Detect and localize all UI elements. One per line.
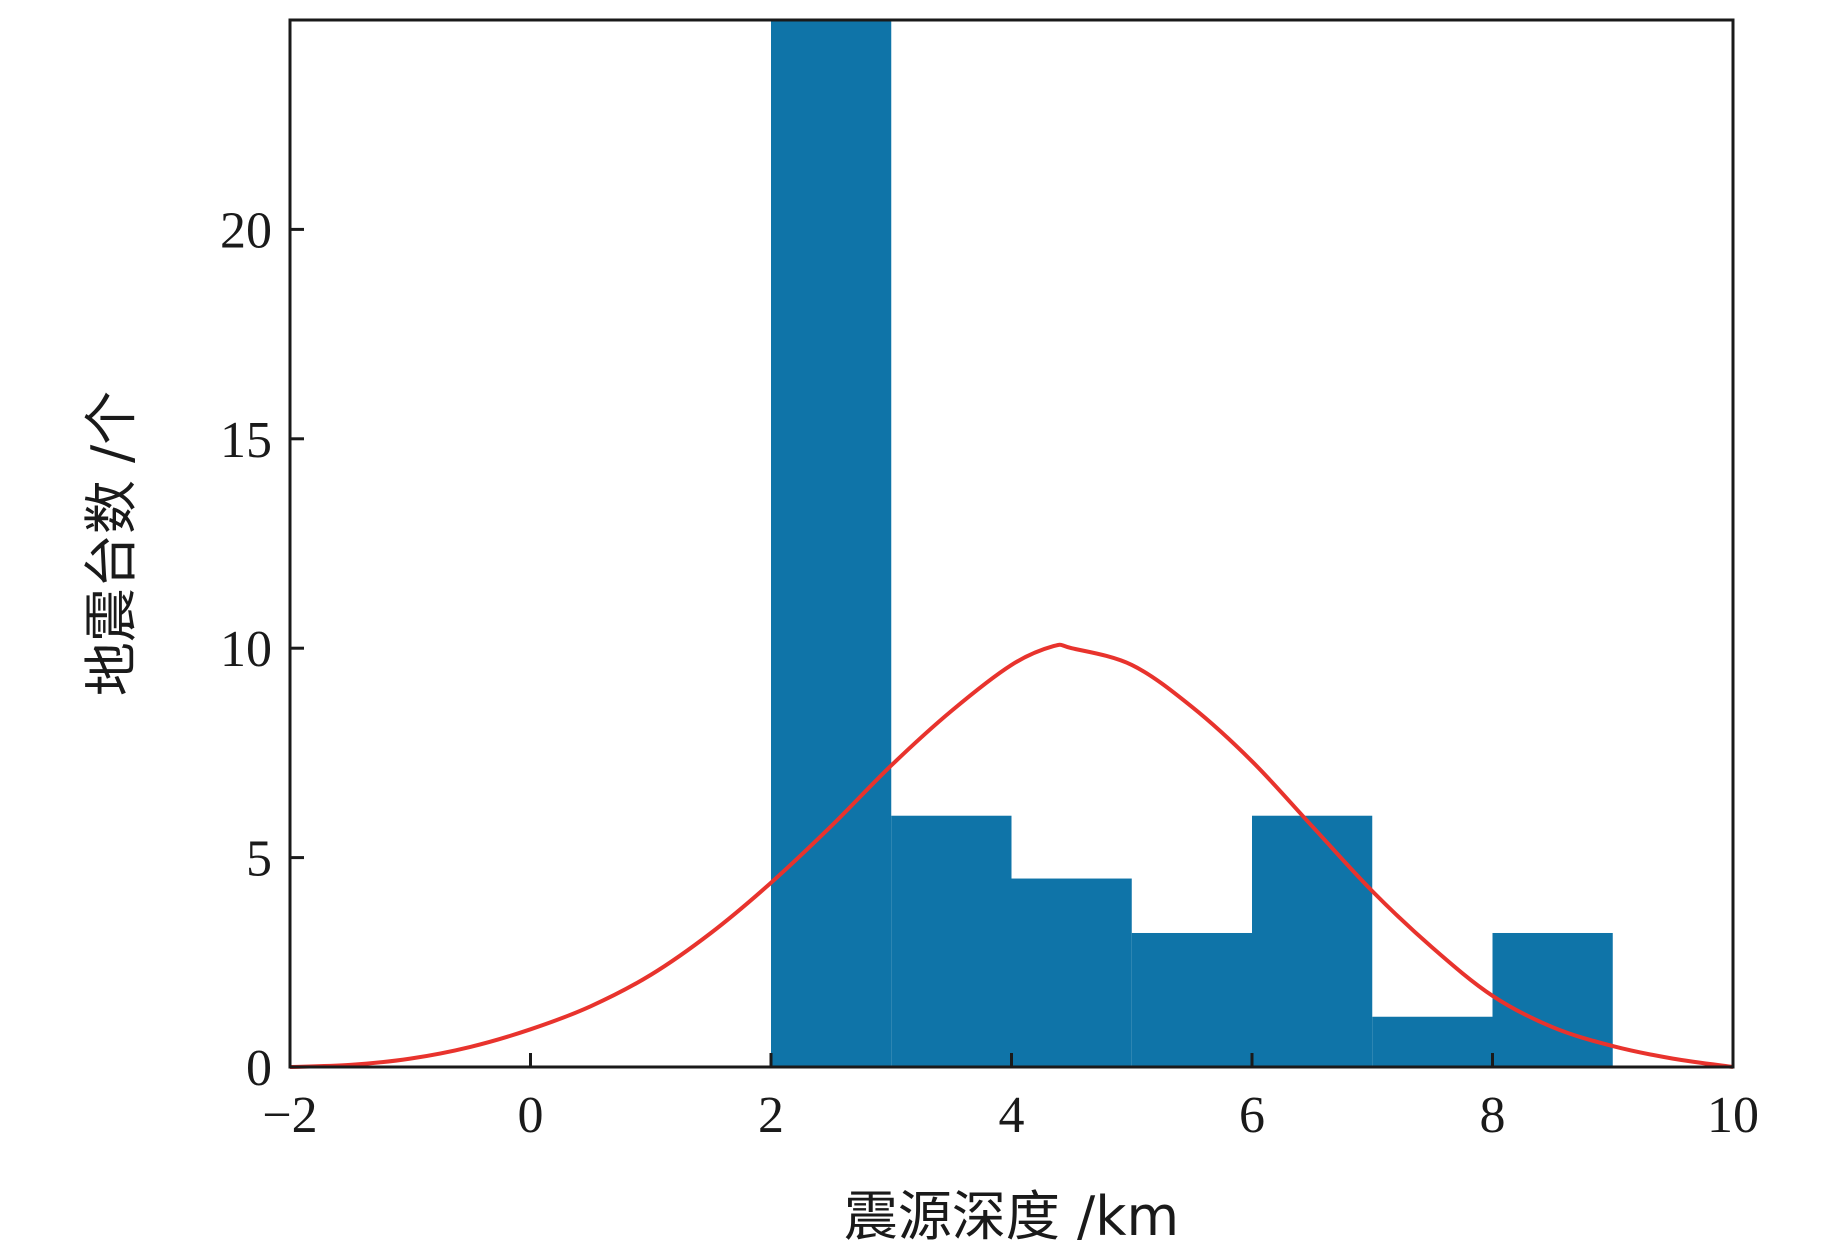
x-tick-label: −2	[262, 1087, 317, 1144]
histogram-bar-0	[771, 20, 892, 1067]
histogram-bar-4	[1252, 815, 1373, 1067]
y-tick-label: 15	[220, 412, 272, 469]
histogram-bars	[771, 20, 1613, 1067]
x-tick-label: 6	[1239, 1087, 1265, 1144]
y-axis-title: 地震台数 /个	[80, 391, 143, 696]
y-tick-label: 5	[246, 831, 272, 888]
y-tick-label: 0	[246, 1040, 272, 1097]
y-tick-label: 20	[220, 202, 272, 259]
x-axis-ticks: −2 0 2 4 6 8 10	[262, 1053, 1759, 1144]
histogram-bar-1	[891, 815, 1012, 1067]
histogram-bar-2	[1011, 878, 1132, 1067]
x-tick-label: 0	[518, 1087, 544, 1144]
normal-fit-curve	[289, 642, 1734, 1069]
y-tick-label: 10	[220, 621, 272, 678]
histogram-bar-5	[1372, 1016, 1493, 1067]
fit-curve-layer	[289, 642, 1734, 1069]
histogram-bar-6	[1492, 932, 1613, 1067]
x-tick-label: 8	[1480, 1087, 1506, 1144]
y-axis-ticks: 0 5 10 15 20	[220, 202, 304, 1097]
x-tick-label: 4	[999, 1087, 1025, 1144]
x-tick-label: 10	[1707, 1087, 1759, 1144]
histogram-bar-3	[1131, 932, 1252, 1067]
x-tick-label: 2	[758, 1087, 784, 1144]
x-axis-title: 震源深度 /km	[844, 1185, 1179, 1248]
